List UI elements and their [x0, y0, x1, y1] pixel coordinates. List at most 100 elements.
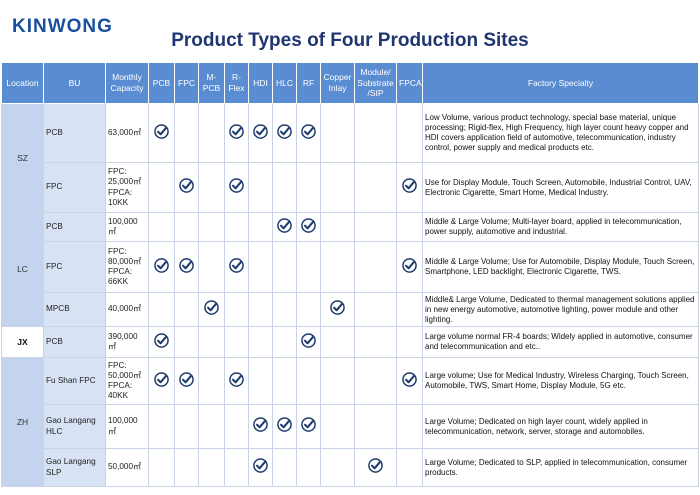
bu-cell: MPCB — [43, 292, 106, 327]
check-icon — [179, 372, 194, 387]
check-cell — [174, 292, 199, 327]
table-row: MPCB 40,000㎡ Middle& Large Volume, Dedicat… — [2, 292, 699, 327]
check-cell — [248, 241, 273, 293]
check-icon — [402, 372, 417, 387]
specialty-cell: Large volume normal FR-4 boards; Widely … — [422, 326, 699, 358]
check-icon — [277, 124, 292, 139]
capacity-cell: FPC: 80,000㎡ FPCA: 66KK — [105, 241, 149, 293]
check-icon — [253, 417, 268, 433]
check-icon — [301, 417, 316, 433]
check-cell — [396, 326, 423, 358]
column-header: FPC — [174, 62, 199, 104]
check-cell — [148, 212, 175, 242]
check-cell — [396, 103, 423, 163]
check-cell — [396, 212, 423, 242]
check-cell — [174, 326, 199, 358]
check-cell — [224, 241, 249, 293]
check-cell — [296, 103, 321, 163]
check-cell — [248, 448, 273, 487]
check-cell — [396, 357, 423, 405]
check-cell — [320, 357, 355, 405]
product-table: Location BU Monthly Capacity PCB FPC M-PCB R-F… — [1, 62, 699, 487]
capacity-cell: 390,000 ㎡ — [105, 326, 149, 358]
check-icon — [154, 333, 169, 348]
check-cell — [198, 103, 225, 163]
bu-cell: PCB — [43, 326, 106, 358]
specialty-cell: Large Volume; Dedicated to SLP, applied … — [422, 448, 699, 487]
location-cell: LC — [1, 212, 44, 327]
bu-cell: Gao Langang HLC — [43, 404, 106, 449]
check-icon — [229, 124, 244, 139]
check-cell — [296, 241, 321, 293]
check-cell — [272, 404, 297, 449]
check-cell — [248, 292, 273, 327]
check-cell — [224, 404, 249, 449]
column-header: PCB — [148, 62, 175, 104]
location-cell: SZ — [1, 103, 44, 213]
check-cell — [296, 162, 321, 213]
check-cell — [396, 448, 423, 487]
capacity-cell: FPC: 25,000㎡ FPCA: 10KK — [105, 162, 149, 213]
check-cell — [224, 326, 249, 358]
column-header: HDI — [248, 62, 273, 104]
column-header: Factory Specialty — [422, 62, 699, 104]
check-cell — [320, 103, 355, 163]
check-cell — [174, 103, 199, 163]
check-cell — [148, 326, 175, 358]
check-cell — [354, 212, 397, 242]
column-header: M-PCB — [198, 62, 225, 104]
check-cell — [354, 103, 397, 163]
column-header: Location — [1, 62, 44, 104]
check-cell — [148, 292, 175, 327]
check-icon — [277, 417, 292, 433]
check-cell — [320, 241, 355, 293]
column-header: Monthly Capacity — [105, 62, 149, 104]
capacity-cell: 100,000 ㎡ — [105, 212, 149, 242]
location-cell: ZH — [1, 357, 44, 487]
check-icon — [253, 124, 268, 139]
check-cell — [198, 162, 225, 213]
specialty-cell: Large Volume; Dedicated on high layer co… — [422, 404, 699, 449]
capacity-cell: 50,000㎡ — [105, 448, 149, 487]
check-icon — [402, 258, 417, 273]
check-cell — [354, 162, 397, 213]
capacity-cell: 63,000㎡ — [105, 103, 149, 163]
check-cell — [198, 212, 225, 242]
check-cell — [320, 162, 355, 213]
table-row: ZH Fu Shan FPC FPC: 50,000㎡ FPCA: 40KK Larg… — [1, 357, 699, 487]
check-cell — [224, 212, 249, 242]
check-cell — [354, 241, 397, 293]
check-icon — [253, 458, 268, 474]
check-icon — [277, 218, 292, 233]
check-cell — [248, 103, 273, 163]
check-icon — [402, 178, 417, 194]
specialty-cell: Middle & Large Volume; Use for Automobil… — [422, 241, 699, 293]
page-title: Product Types of Four Production Sites — [171, 30, 529, 51]
check-cell — [248, 326, 273, 358]
check-cell — [248, 404, 273, 449]
bu-cell: PCB — [43, 103, 106, 163]
check-cell — [148, 241, 175, 293]
check-cell — [248, 212, 273, 242]
check-icon — [301, 124, 316, 139]
check-cell — [198, 404, 225, 449]
check-cell — [354, 357, 397, 405]
check-cell — [148, 103, 175, 163]
check-cell — [272, 357, 297, 405]
check-cell — [396, 292, 423, 327]
check-icon — [229, 178, 244, 194]
table-row: LC PCB 100,000 ㎡ Middle & Large Volume; Mul… — [1, 212, 699, 327]
check-cell — [296, 357, 321, 405]
check-icon — [368, 458, 383, 474]
check-cell — [272, 241, 297, 293]
check-icon — [154, 258, 169, 273]
check-cell — [198, 241, 225, 293]
table-row: Gao Langang HLC 100,000 ㎡ Large Volume; De… — [2, 404, 699, 449]
column-header: HLC — [272, 62, 297, 104]
column-header: BU — [43, 62, 106, 104]
check-icon — [204, 300, 219, 316]
check-cell — [198, 326, 225, 358]
column-header: RF — [296, 62, 321, 104]
check-cell — [272, 212, 297, 242]
